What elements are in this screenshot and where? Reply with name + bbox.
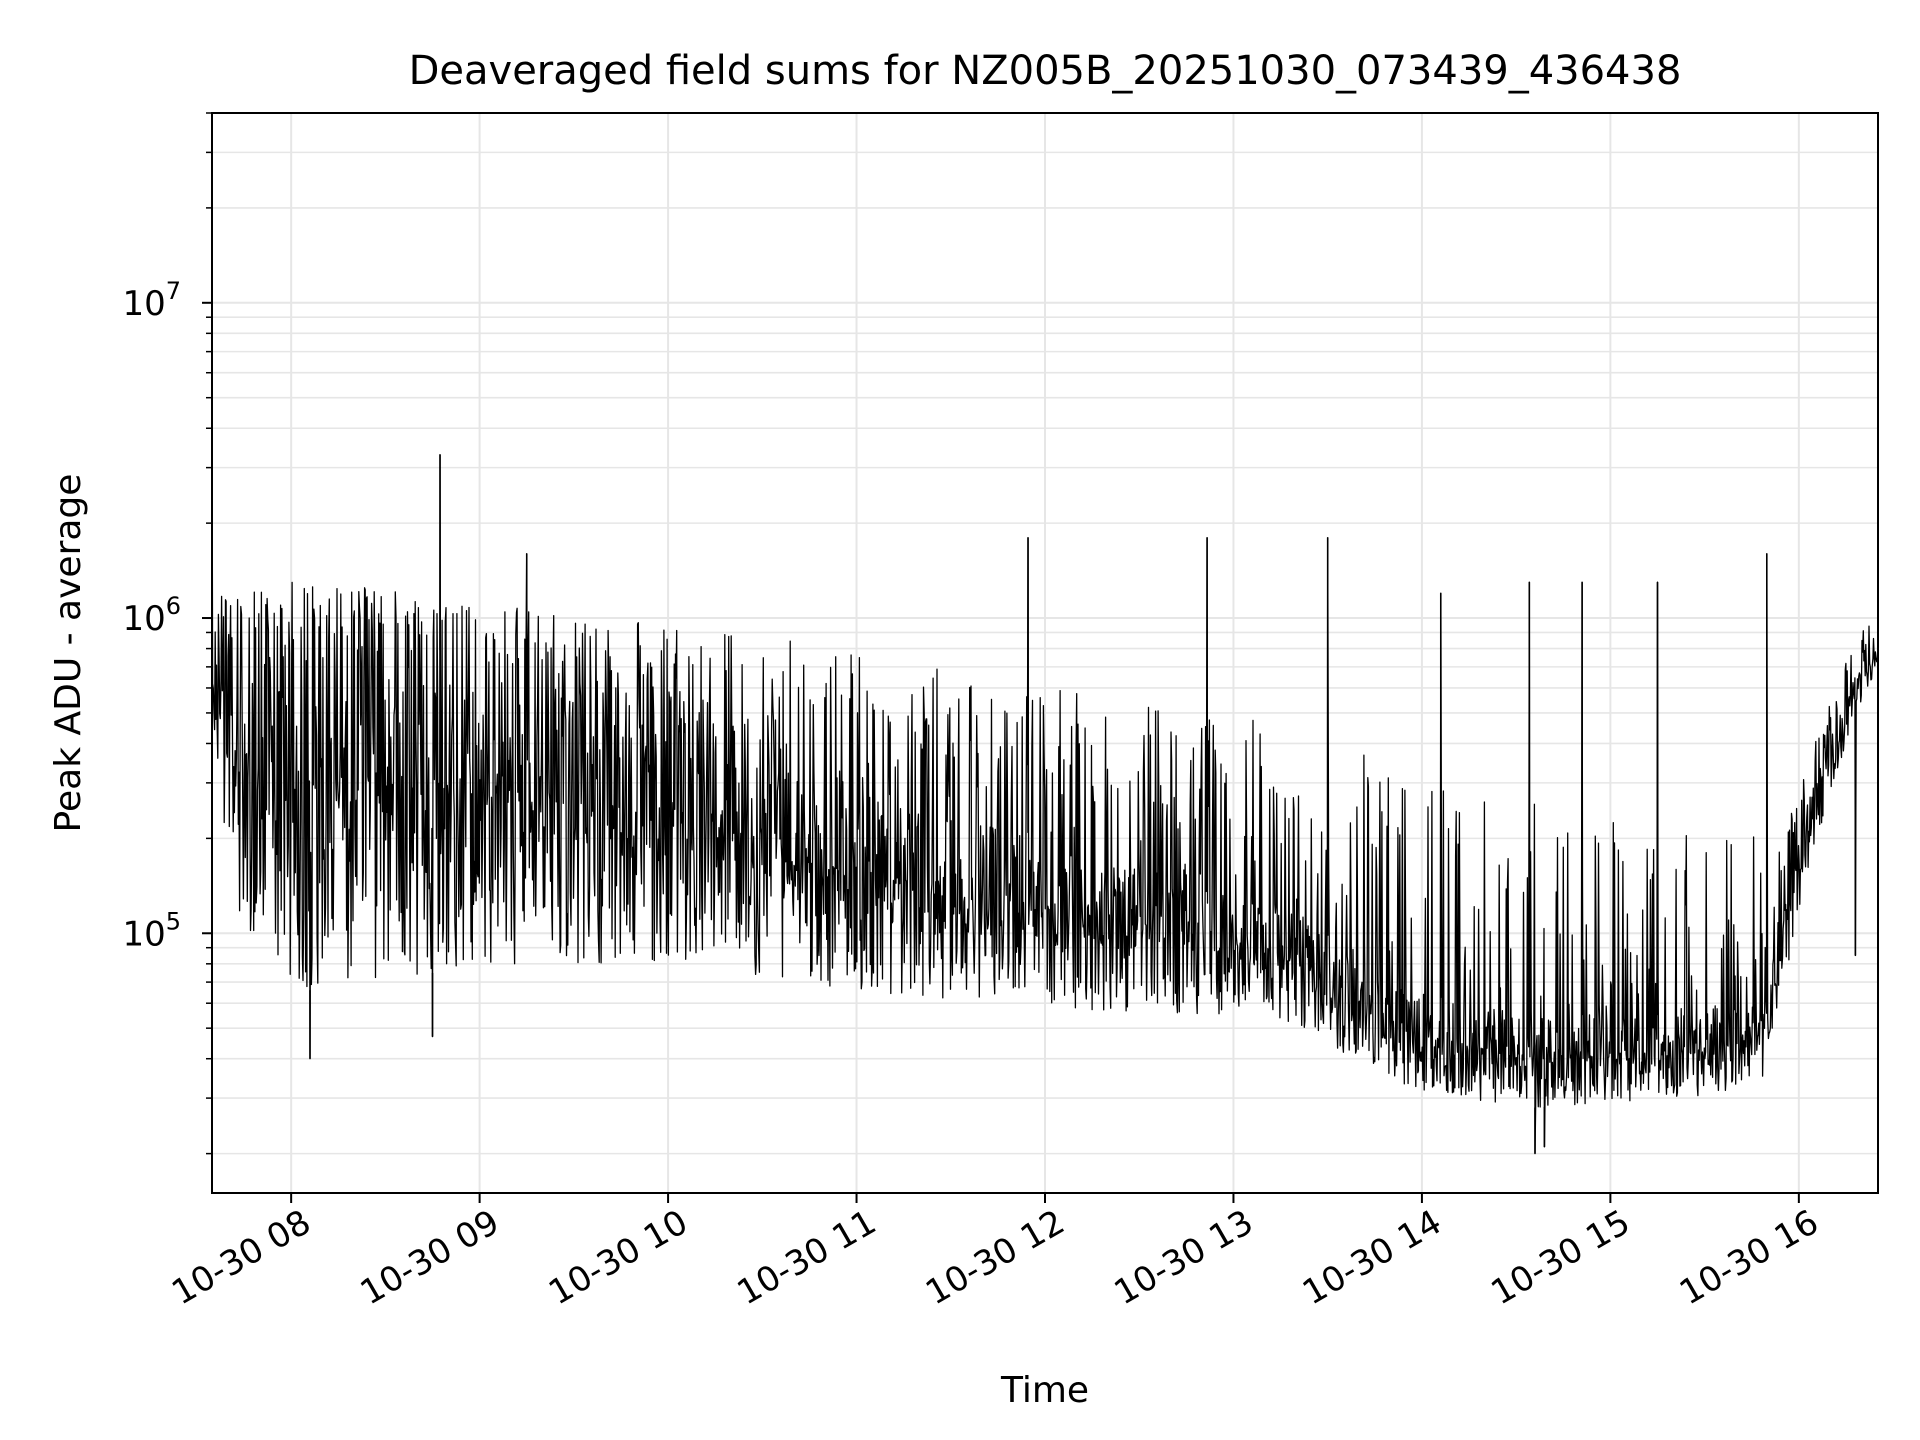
data-series [212,397,1878,1155]
chart-title: Deaveraged field sums for NZ005B_2025103… [409,48,1682,94]
y-tick-label: 107 [122,277,181,324]
series-line-field-sums [212,397,1878,1155]
axis-ticks [202,112,1800,1203]
x-axis-label: Time [1000,1370,1089,1411]
y-tick-label: 105 [122,907,181,954]
y-tick-label: 106 [122,592,181,639]
y-axis-label: Peak ADU - average [48,474,89,833]
